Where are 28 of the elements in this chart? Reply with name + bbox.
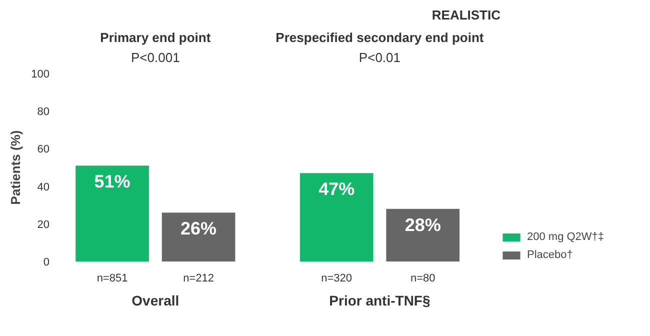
text: P<0.001 bbox=[131, 50, 180, 65]
y-tick-label: 40 bbox=[37, 181, 50, 194]
x-tick-label: n=851 bbox=[96, 272, 128, 284]
text: 51% bbox=[94, 172, 130, 192]
y-tick-label: 20 bbox=[37, 218, 50, 231]
legend-label: 200 mg Q2W†‡ bbox=[527, 231, 604, 243]
text: 26% bbox=[180, 218, 217, 239]
y-tick-label: 100 bbox=[31, 68, 50, 80]
text: Prespecified secondary end point bbox=[276, 30, 484, 45]
bar bbox=[162, 212, 236, 262]
text: Prior anti-TNF§ bbox=[329, 292, 430, 308]
x-tick-label: n=212 bbox=[183, 272, 214, 284]
text: Primary end point bbox=[100, 30, 212, 45]
x-tick-label: n=320 bbox=[321, 272, 352, 284]
text: 47% bbox=[318, 179, 355, 200]
legend-label: Placebo† bbox=[527, 249, 573, 261]
bar bbox=[386, 208, 460, 262]
bar bbox=[76, 166, 149, 262]
y-tick-label: 60 bbox=[37, 144, 50, 156]
x-tick-label: n=80 bbox=[410, 272, 436, 284]
text: P<0.01 bbox=[358, 50, 401, 65]
bar bbox=[300, 173, 374, 262]
y-tick-label: 0 bbox=[43, 256, 50, 268]
chart-title: REALISTIC bbox=[432, 8, 502, 22]
y-axis-title: Patients (%) bbox=[8, 130, 24, 205]
y-tick-label: 80 bbox=[37, 106, 50, 118]
text: Overall bbox=[132, 292, 180, 308]
text: 28% bbox=[404, 214, 441, 235]
